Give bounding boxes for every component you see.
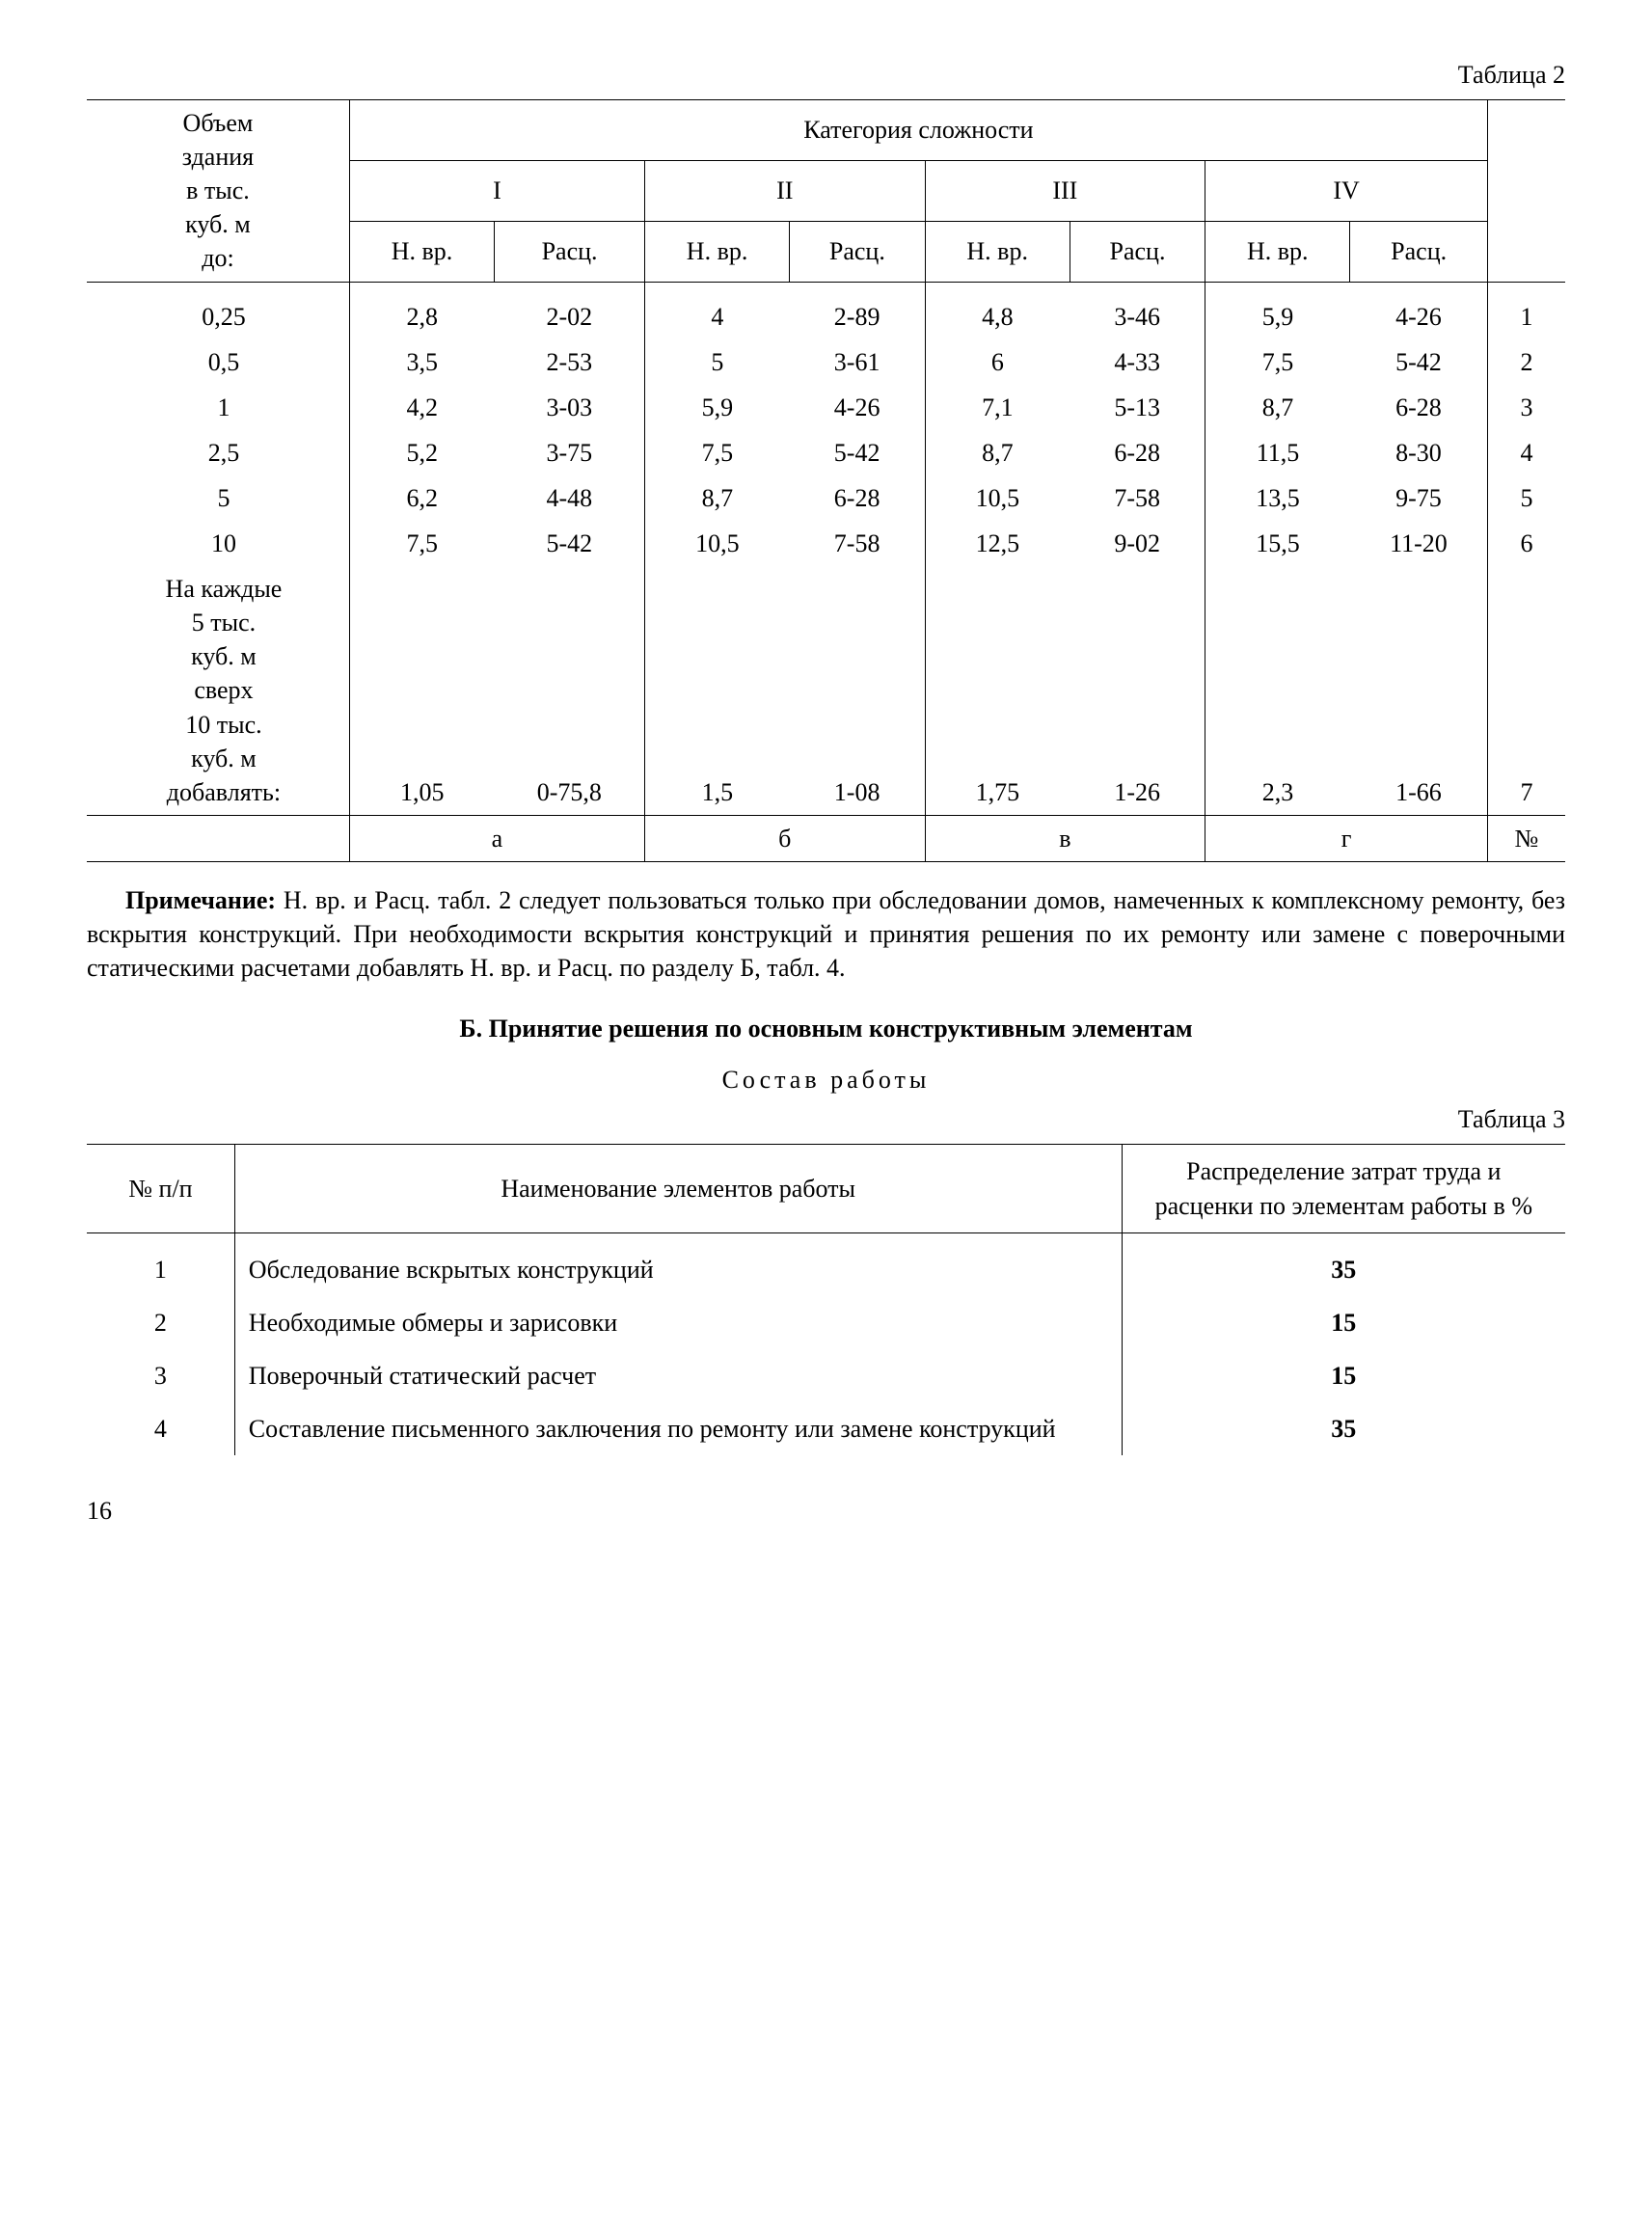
table3: № п/п Наименование элементов работы Расп…	[87, 1144, 1565, 1455]
note-paragraph: Примечание: Н. вр. и Расц. табл. 2 следу…	[87, 883, 1565, 985]
table-row: 1Обследование вскрытых конструкций35	[87, 1232, 1565, 1296]
table-row: 56,24-488,76-2810,57-5813,59-755	[87, 475, 1565, 521]
table3-caption: Таблица 3	[87, 1102, 1565, 1136]
section-b-heading: Б. Принятие решения по основным конструк…	[87, 1012, 1565, 1045]
t2-cat-1: I	[349, 160, 644, 221]
table-row: 2,55,23-757,55-428,76-2811,58-304	[87, 430, 1565, 475]
t3-h-1: № п/п	[87, 1145, 234, 1232]
t2-extra-row: На каждые 5 тыс. куб. м сверх 10 тыс. ку…	[87, 566, 1565, 815]
t3-h-2: Наименование элементов работы	[234, 1145, 1122, 1232]
t2-cat-2: II	[644, 160, 925, 221]
table2: Объем здания в тыс. куб. м до: Категория…	[87, 99, 1565, 862]
t3-h-3: Распределение затрат труда и расценки по…	[1122, 1145, 1565, 1232]
t2-h-volume: Объем здания в тыс. куб. м до:	[87, 100, 349, 282]
page-number: 16	[87, 1494, 1565, 1528]
t2-cat-3: III	[925, 160, 1205, 221]
t2-cat-4: IV	[1205, 160, 1488, 221]
t2-h-category: Категория сложности	[349, 100, 1487, 161]
table-row: 3Поверочный статический расчет15	[87, 1349, 1565, 1402]
table-row: 14,23-035,94-267,15-138,76-283	[87, 385, 1565, 430]
table-row: 0,53,52-5353-6164-337,55-422	[87, 339, 1565, 385]
table-row: 0,252,82-0242-894,83-465,94-261	[87, 282, 1565, 339]
sostav-heading: Состав работы	[87, 1063, 1565, 1097]
table2-caption: Таблица 2	[87, 58, 1565, 92]
t2-footer-row: а б в г №	[87, 815, 1565, 861]
table-row: 2Необходимые обмеры и зарисовки15	[87, 1296, 1565, 1349]
table-row: 107,55-4210,57-5812,59-0215,511-206	[87, 521, 1565, 566]
table-row: 4Составление письменного заключения по р…	[87, 1402, 1565, 1455]
t2-h-blank	[1487, 100, 1565, 282]
